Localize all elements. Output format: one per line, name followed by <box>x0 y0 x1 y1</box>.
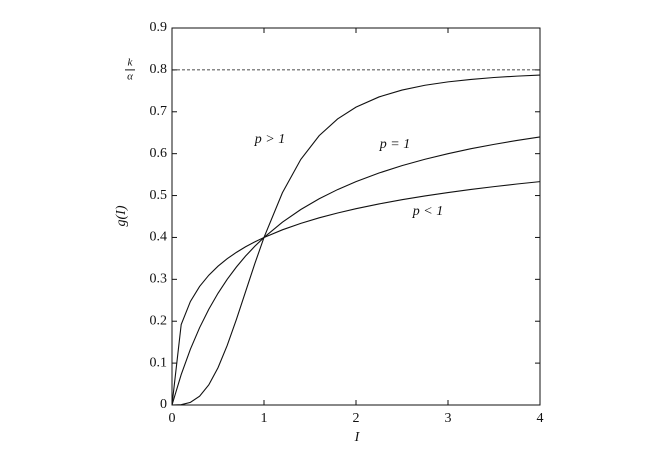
y-tick-label: 0.9 <box>150 20 168 35</box>
x-tick-label: 2 <box>353 411 360 426</box>
y-tick-label: 0.6 <box>150 146 168 161</box>
series-label: p > 1 <box>254 132 285 147</box>
x-tick-label: 0 <box>169 411 176 426</box>
x-tick-label: 1 <box>261 411 268 426</box>
series-line <box>171 74 541 406</box>
y-tick-label: 0.3 <box>150 272 168 287</box>
asymptote-numerator: k <box>128 56 134 68</box>
series-line <box>171 181 541 406</box>
y-tick-label: 0 <box>160 397 167 412</box>
y-tick-label: 0.8 <box>150 62 168 77</box>
series-label: p < 1 <box>412 204 443 219</box>
x-tick-label: 3 <box>445 411 452 426</box>
asymptote-denominator: α <box>127 70 133 82</box>
y-tick-label: 0.2 <box>150 313 168 328</box>
y-tick-label: 0.4 <box>150 230 168 245</box>
x-tick-label: 4 <box>537 411 544 426</box>
series-line <box>171 136 541 406</box>
y-axis-label: g(I) <box>114 205 129 226</box>
y-tick-label: 0.5 <box>150 188 168 203</box>
plot-frame <box>171 27 541 406</box>
series-label: p = 1 <box>379 137 410 152</box>
y-tick-label: 0.1 <box>150 355 168 370</box>
y-tick-label: 0.7 <box>150 104 168 119</box>
x-axis-label: I <box>354 430 361 445</box>
